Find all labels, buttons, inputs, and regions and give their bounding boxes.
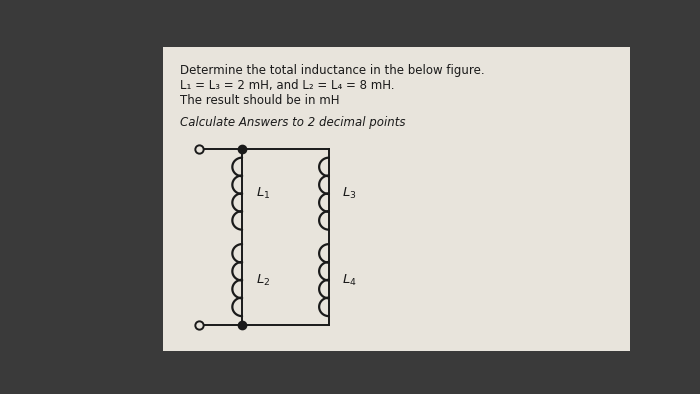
Text: Determine the total inductance in the below figure.: Determine the total inductance in the be…	[180, 64, 484, 77]
Text: $L_3$: $L_3$	[342, 186, 357, 201]
Text: $L_1$: $L_1$	[256, 186, 270, 201]
Text: $L_2$: $L_2$	[256, 273, 270, 288]
Text: $L_4$: $L_4$	[342, 273, 357, 288]
Text: Calculate Answers to 2 decimal points: Calculate Answers to 2 decimal points	[180, 115, 405, 128]
Text: The result should be in mH: The result should be in mH	[180, 94, 340, 107]
Text: L₁ = L₃ = 2 mH, and L₂ = L₄ = 8 mH.: L₁ = L₃ = 2 mH, and L₂ = L₄ = 8 mH.	[180, 79, 394, 92]
FancyBboxPatch shape	[163, 47, 630, 351]
